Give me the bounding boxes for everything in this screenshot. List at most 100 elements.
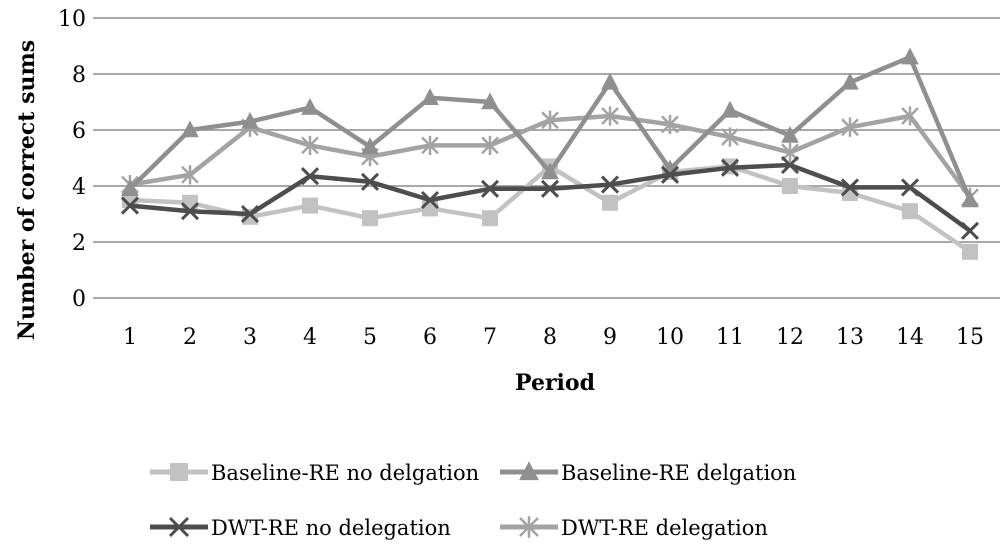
legend-item: DWT-RE delegation	[500, 516, 768, 540]
x-tick-label: 9	[603, 325, 617, 350]
data-point-x	[120, 196, 140, 215]
x-stroke	[660, 165, 680, 184]
x-tick-label: 13	[836, 325, 864, 350]
data-point-asterisk	[519, 516, 539, 538]
y-axis-title: Number of correct sums	[14, 40, 40, 340]
x-stroke	[780, 155, 800, 175]
data-point-triangle	[361, 137, 379, 154]
data-point-x	[240, 204, 260, 224]
x-tick-label: 15	[956, 325, 984, 350]
data-point-square	[902, 203, 918, 220]
data-point-asterisk	[661, 114, 679, 134]
data-point-asterisk	[181, 165, 199, 185]
data-point-x	[360, 172, 380, 191]
data-point-x	[840, 178, 860, 197]
data-point-triangle	[181, 120, 199, 138]
legend-item: Baseline-RE no delgation	[150, 461, 479, 485]
x-tick-label: 3	[243, 325, 257, 350]
data-point-square	[962, 243, 978, 260]
data-point-triangle	[961, 190, 979, 208]
y-tick-label: 10	[58, 7, 86, 32]
data-point-asterisk	[841, 117, 859, 137]
x-stroke	[240, 204, 260, 224]
y-tick-label: 0	[72, 287, 86, 312]
data-point-x	[480, 179, 500, 198]
data-point-x	[900, 178, 920, 197]
legend-label: Baseline-RE delgation	[561, 461, 796, 485]
x-tick-label: 6	[423, 325, 437, 350]
x-stroke	[480, 179, 500, 198]
series-layer	[120, 47, 980, 260]
legend-item: DWT-RE no delegation	[150, 516, 451, 540]
legend-label: Baseline-RE no delgation	[211, 461, 479, 485]
x-stroke	[420, 190, 440, 210]
data-point-triangle	[241, 112, 259, 129]
y-tick-label: 4	[72, 175, 86, 200]
data-point-triangle	[121, 179, 139, 196]
data-point-asterisk	[601, 106, 619, 126]
data-point-triangle	[901, 47, 919, 65]
x-tick-label: 1	[123, 325, 137, 350]
data-point-x	[420, 190, 440, 210]
data-point-x	[660, 165, 680, 184]
data-point-triangle	[301, 98, 319, 115]
y-tick-label: 6	[72, 119, 86, 144]
legend-label: DWT-RE delegation	[561, 516, 768, 540]
x-stroke	[540, 179, 560, 198]
x-stroke	[600, 175, 620, 194]
data-point-square	[302, 197, 318, 214]
data-point-triangle	[421, 88, 439, 105]
x-stroke	[720, 158, 740, 177]
y-tick-label: 8	[72, 63, 86, 88]
data-point-square	[182, 194, 198, 211]
x-tick-label: 12	[776, 325, 804, 350]
data-point-x	[540, 179, 560, 198]
data-point-x	[180, 202, 200, 221]
x-tick-label: 5	[363, 325, 377, 350]
y-tick-label: 2	[72, 231, 86, 256]
data-point-asterisk	[901, 106, 919, 126]
data-point-asterisk	[541, 110, 559, 130]
data-point-triangle	[721, 100, 739, 118]
data-point-square	[602, 194, 618, 211]
data-point-square	[362, 210, 378, 227]
x-stroke	[168, 516, 190, 538]
x-tick-label: 8	[543, 325, 557, 350]
data-point-square	[422, 200, 438, 217]
x-tick-label: 10	[656, 325, 684, 350]
data-point-x	[960, 221, 980, 240]
data-point-triangle	[841, 72, 859, 90]
x-stroke	[300, 167, 320, 186]
data-point-x	[780, 155, 800, 175]
legend: Baseline-RE no delgation Baseline-RE delg…	[150, 461, 796, 540]
data-point-x	[600, 175, 620, 194]
x-tick-label: 11	[716, 325, 744, 350]
data-point-asterisk	[421, 135, 439, 155]
x-axis-ticks: 1 2 3 4 5 6 7 8 9 10 11 12 13 14 15	[123, 325, 984, 350]
data-point-asterisk	[481, 135, 499, 155]
x-stroke	[960, 221, 980, 240]
data-point-x	[168, 516, 190, 538]
data-point-square	[482, 210, 498, 227]
x-stroke	[840, 178, 860, 197]
x-tick-label: 14	[896, 325, 924, 350]
data-point-square	[170, 463, 188, 481]
series-2	[120, 155, 980, 240]
data-point-triangle	[519, 461, 539, 481]
gridlines	[100, 17, 1000, 243]
x-stroke	[180, 202, 200, 221]
y-axis-ticks: 0 2 4 6 8 10	[58, 7, 100, 312]
x-axis-title: Period	[515, 370, 595, 396]
data-point-x	[300, 167, 320, 186]
data-point-asterisk	[301, 135, 319, 155]
data-point-triangle	[601, 72, 619, 90]
x-stroke	[900, 178, 920, 197]
data-point-asterisk	[721, 127, 739, 147]
legend-item: Baseline-RE delgation	[500, 461, 796, 485]
legend-label: DWT-RE no delegation	[211, 516, 451, 540]
x-tick-label: 7	[483, 325, 497, 350]
x-stroke	[360, 172, 380, 191]
data-point-triangle	[541, 162, 559, 180]
x-tick-label: 4	[303, 325, 317, 350]
